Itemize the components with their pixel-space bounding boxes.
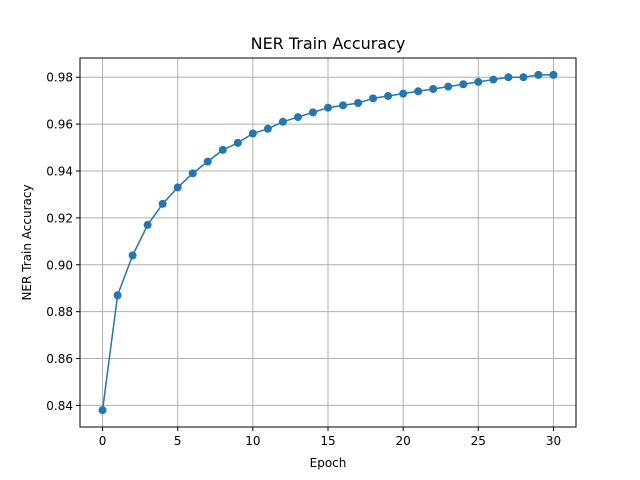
x-tick-label: 10 [245,434,260,448]
data-point [549,70,558,79]
y-tick-label: 0.90 [46,258,73,272]
x-tick-label: 5 [174,434,182,448]
data-point [248,129,257,138]
data-point [384,91,393,100]
data-point [399,89,408,98]
y-tick-label: 0.96 [46,118,73,132]
data-point [459,80,468,89]
data-point [128,251,137,260]
x-tick-label: 30 [546,434,561,448]
y-tick-label: 0.86 [46,352,73,366]
x-axis-label: Epoch [310,456,347,470]
data-point [369,94,378,103]
x-tick-label: 20 [396,434,411,448]
data-point [414,87,423,96]
y-tick-label: 0.92 [46,211,73,225]
data-point [444,82,453,91]
data-point [98,406,107,415]
data-point [534,70,543,79]
data-point [158,199,167,208]
data-point [203,157,212,166]
data-point [218,145,227,154]
data-point [113,291,122,300]
chart-title: NER Train Accuracy [251,34,406,53]
data-point [173,183,182,192]
data-point [263,124,272,133]
data-point [278,117,287,126]
x-tick-label: 25 [471,434,486,448]
data-point [339,101,348,110]
data-point [143,220,152,229]
data-point [519,73,528,82]
y-tick-label: 0.88 [46,305,73,319]
data-point [489,75,498,84]
data-point [474,77,483,86]
data-point [308,108,317,117]
data-point [233,138,242,147]
data-point [324,103,332,112]
y-tick-label: 0.98 [46,71,73,85]
y-tick-label: 0.94 [46,164,73,178]
x-tick-label: 0 [99,434,107,448]
x-tick-label: 15 [320,434,335,448]
ticks: 0 5 10 15 20 25 30 0.84 0.86 0.88 0.90 0.92 0.94 0.96… [46,71,561,448]
data-point [504,73,513,82]
data-point [429,84,438,93]
y-axis-label: NER Train Accuracy [20,184,34,300]
data-point [354,99,363,108]
grid [80,58,576,427]
data-point [293,113,302,122]
data-point [188,169,197,178]
y-tick-label: 0.84 [46,399,73,413]
series-layer [98,70,558,415]
